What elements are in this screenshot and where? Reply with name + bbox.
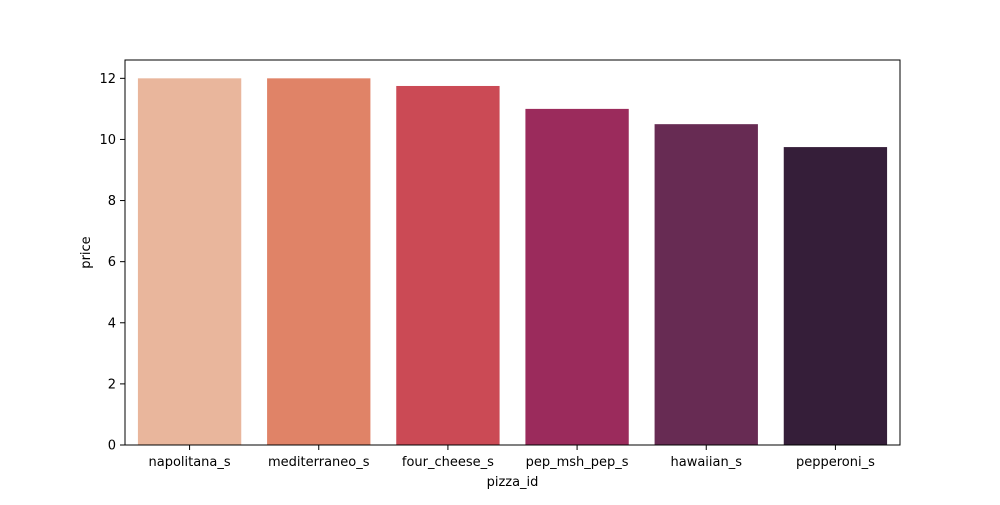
bar-pepperoni_s xyxy=(783,147,888,446)
bar-four_cheese_s xyxy=(396,85,500,445)
bar-pep_msh_pep_s xyxy=(525,108,629,445)
y-tick-label: 8 xyxy=(108,194,116,209)
y-tick-label: 2 xyxy=(108,377,116,392)
y-tick-label: 10 xyxy=(99,133,116,148)
y-tick-label: 12 xyxy=(99,72,116,87)
bar-hawaiian_s xyxy=(654,124,758,446)
plot-frame xyxy=(124,59,901,446)
bar-napolitana_s xyxy=(137,78,242,445)
y-tick-label: 4 xyxy=(108,316,116,331)
y-axis: 0 2 4 6 8 10 12 xyxy=(99,72,125,454)
x-tick-label: pep_msh_pep_s xyxy=(526,455,629,470)
x-axis: napolitana_s mediterraneo_s four_cheese_s p… xyxy=(148,445,875,470)
x-tick-label: pepperoni_s xyxy=(796,455,875,470)
x-axis-label: pizza_id xyxy=(487,475,539,490)
x-tick-label: napolitana_s xyxy=(148,455,230,470)
y-tick-label: 6 xyxy=(108,255,116,270)
x-tick-label: hawaiian_s xyxy=(670,455,742,470)
bars-layer xyxy=(137,78,888,446)
y-tick-label: 0 xyxy=(108,439,116,454)
x-tick-label: mediterraneo_s xyxy=(268,455,370,470)
y-axis-label: price xyxy=(79,236,94,268)
x-tick-label: four_cheese_s xyxy=(402,455,494,470)
bar-mediterraneo_s xyxy=(267,78,371,445)
